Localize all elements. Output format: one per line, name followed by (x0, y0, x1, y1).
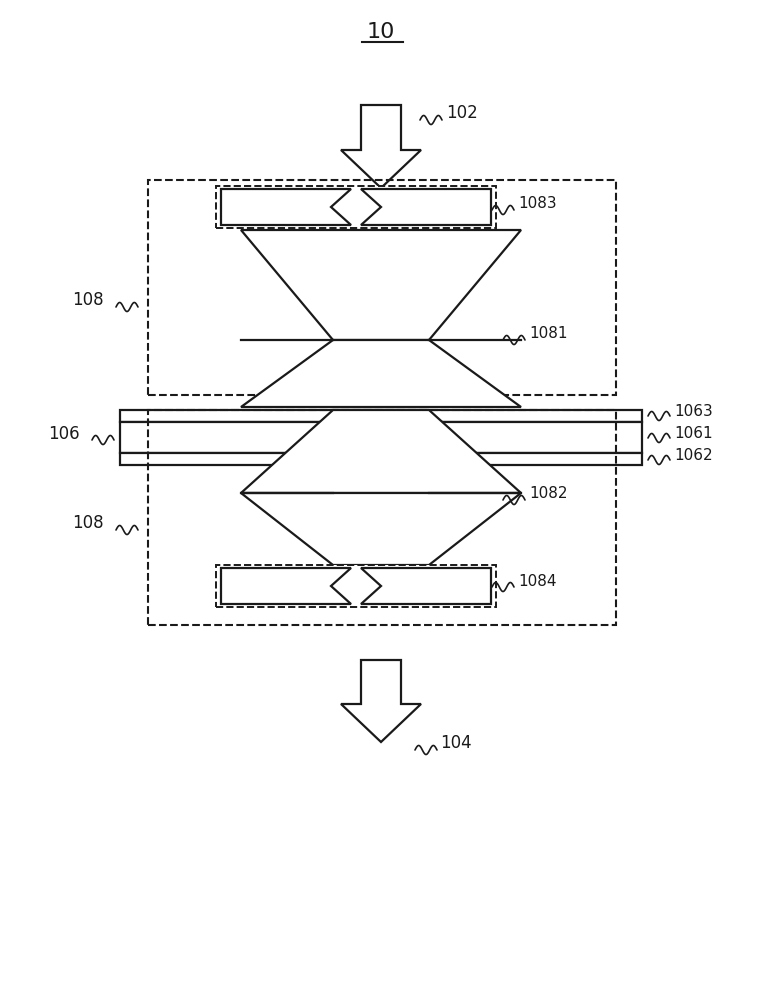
Bar (216, 186, 496, 228)
Polygon shape (221, 189, 351, 225)
Text: 1081: 1081 (529, 326, 568, 342)
Polygon shape (221, 568, 351, 604)
Polygon shape (241, 230, 521, 340)
Bar (120, 422, 642, 453)
Text: 104: 104 (440, 734, 472, 752)
Text: 102: 102 (446, 104, 478, 122)
Polygon shape (361, 189, 491, 225)
Bar (120, 453, 642, 465)
Text: 1063: 1063 (674, 403, 713, 418)
Bar (148, 180, 616, 395)
Text: 1084: 1084 (518, 574, 556, 589)
Text: 1061: 1061 (674, 426, 713, 440)
Text: 108: 108 (72, 514, 104, 532)
Text: 10: 10 (367, 22, 395, 42)
Text: 106: 106 (48, 425, 80, 443)
Polygon shape (361, 568, 491, 604)
Bar (216, 565, 496, 607)
Polygon shape (241, 493, 521, 565)
Polygon shape (341, 660, 421, 742)
Polygon shape (241, 410, 521, 493)
Polygon shape (341, 105, 421, 188)
Text: 1062: 1062 (674, 448, 713, 462)
Text: 1082: 1082 (529, 487, 568, 502)
Polygon shape (241, 340, 521, 407)
Bar (120, 410, 642, 422)
Text: 108: 108 (72, 291, 104, 309)
Text: 1083: 1083 (518, 196, 557, 212)
Bar (148, 410, 616, 625)
